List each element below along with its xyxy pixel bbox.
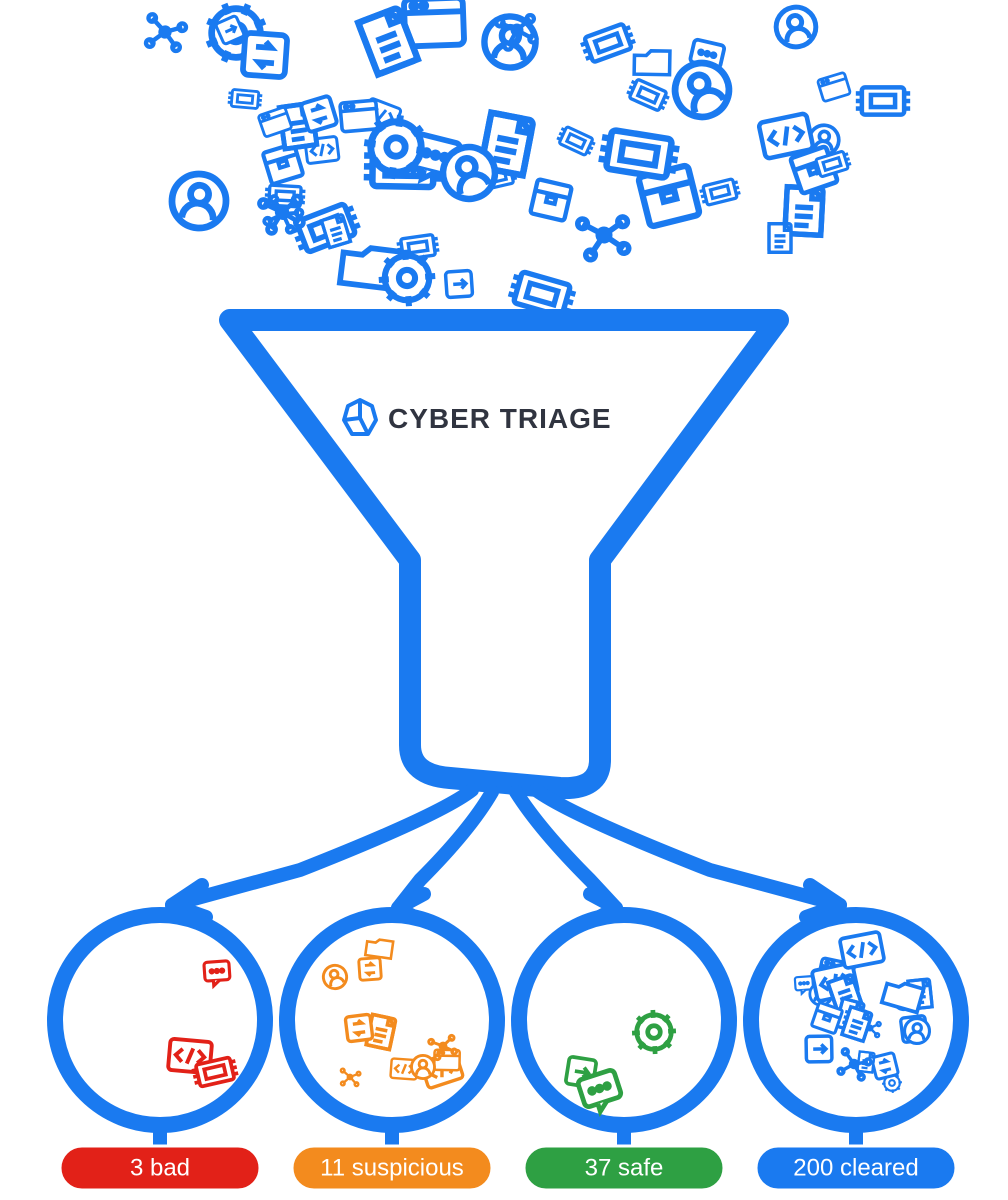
category-circle <box>55 915 265 1125</box>
code-icon <box>840 931 885 968</box>
loop-icon <box>359 958 382 981</box>
brand-label: CYBER TRIAGE <box>388 403 612 434</box>
user-icon <box>170 172 229 231</box>
user-icon <box>773 4 819 50</box>
category-pill-label: 37 safe <box>585 1155 664 1182</box>
arrowbox-icon <box>445 270 472 297</box>
chip-icon <box>555 125 596 157</box>
category-pill-label: 3 bad <box>130 1155 190 1182</box>
chip-icon <box>597 129 680 180</box>
folder-icon <box>365 938 393 959</box>
win-icon <box>340 100 378 132</box>
category-safe: 37 safe <box>519 915 729 1190</box>
arrowbox-icon <box>806 1036 832 1062</box>
input-icon-cloud <box>144 0 910 318</box>
user-icon <box>666 54 737 125</box>
win-icon <box>817 72 850 102</box>
category-pill-label: 200 cleared <box>793 1155 918 1182</box>
chip-icon <box>579 22 637 65</box>
funnel: CYBER TRIAGE <box>230 320 778 788</box>
category-bad: 3 bad <box>55 915 265 1190</box>
category-circle <box>519 915 729 1125</box>
loop-icon <box>871 1052 898 1079</box>
doc-icon <box>769 224 791 253</box>
infographic-canvas: CYBER TRIAGE 3 bad 11 suspicious 37 safe 20… <box>0 0 1008 1200</box>
net-icon <box>144 14 187 52</box>
user-icon <box>904 1018 931 1045</box>
box-icon <box>530 179 572 221</box>
chip-icon <box>856 87 910 114</box>
loop-icon <box>243 33 288 78</box>
loop-icon <box>300 95 337 132</box>
category-cleared: 200 cleared <box>751 915 961 1190</box>
category-circles: 3 bad 11 suspicious 37 safe 200 cleared <box>55 915 961 1190</box>
user-icon <box>411 1055 434 1078</box>
distribution-arrows <box>172 790 840 922</box>
chip-icon <box>699 178 742 207</box>
category-suspicious: 11 suspicious <box>287 915 497 1190</box>
category-pill-label: 11 suspicious <box>320 1155 464 1182</box>
chip-icon <box>227 89 262 109</box>
folder-icon <box>634 51 670 75</box>
chip-icon <box>625 77 671 112</box>
loop-icon <box>345 1014 373 1042</box>
net-icon <box>577 211 633 261</box>
